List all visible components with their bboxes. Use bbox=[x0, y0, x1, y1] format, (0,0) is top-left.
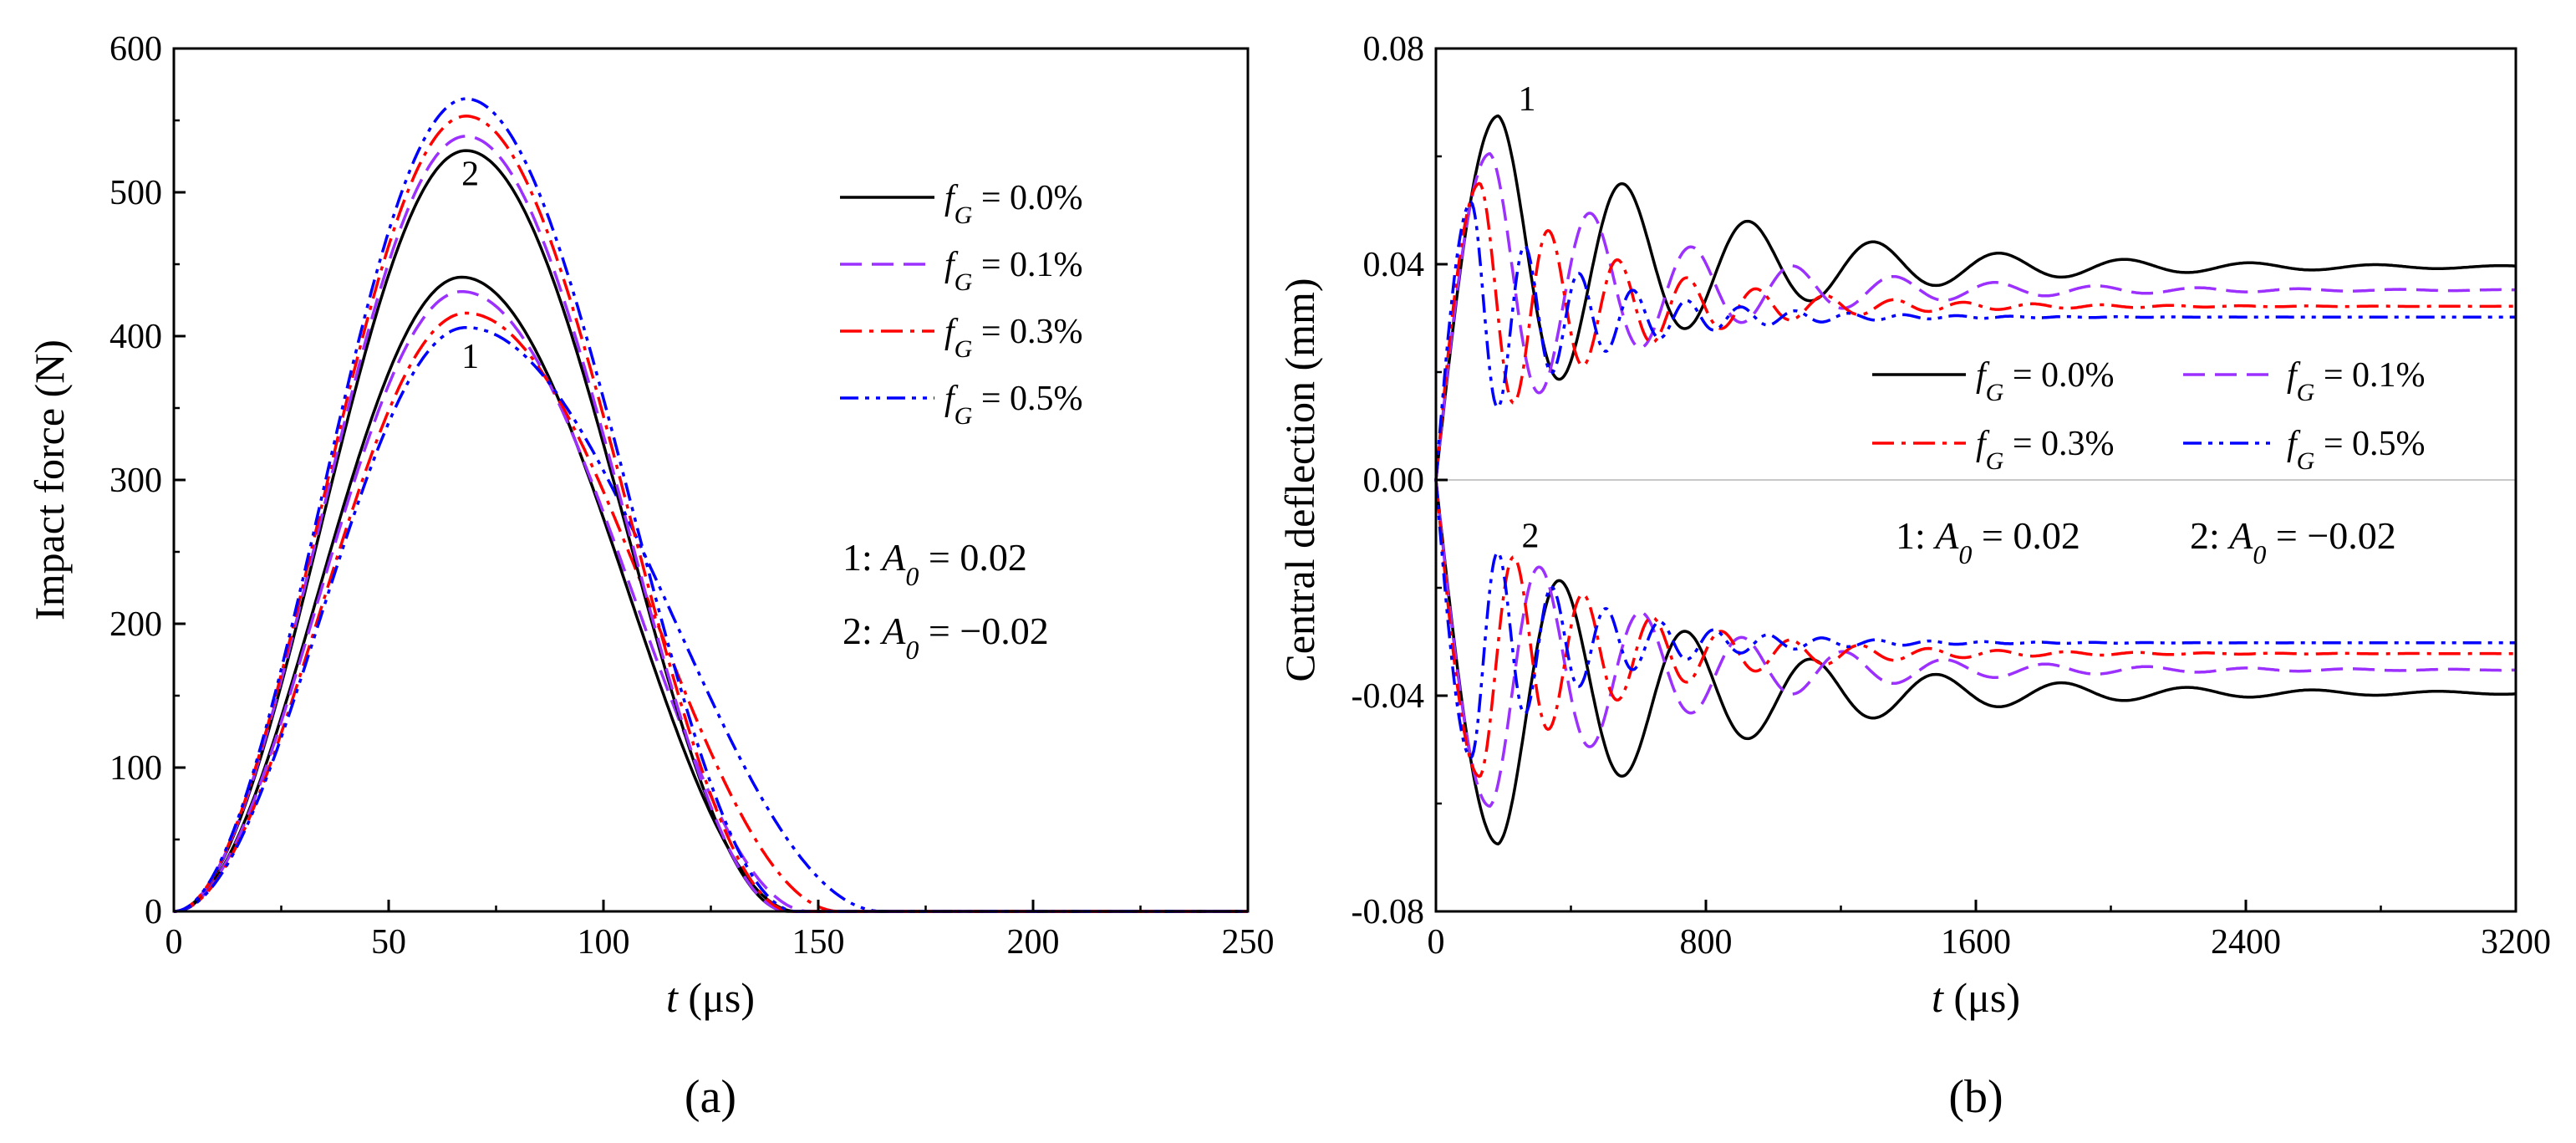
deflection-curve bbox=[1434, 151, 2516, 481]
deflection-curve bbox=[1434, 479, 2516, 760]
deflection-curve bbox=[1434, 181, 2516, 481]
panel-a-annotation-2: 2: A0 = −0.02 bbox=[843, 610, 1049, 665]
panel-a-y-axis-title: Impact force (N) bbox=[26, 339, 73, 620]
curve-label: 1 bbox=[1519, 80, 1536, 119]
y-tick-label: -0.08 bbox=[1352, 893, 1425, 931]
y-tick-label: 600 bbox=[109, 30, 162, 69]
panel-a-x-axis-title: t (μs) bbox=[666, 974, 755, 1021]
panel-a-annotation-1: 1: A0 = 0.02 bbox=[843, 536, 1027, 591]
legend-label: fG = 0.1% bbox=[2287, 356, 2426, 406]
x-tick-label: 800 bbox=[1680, 923, 1733, 962]
y-tick-label: 0 bbox=[145, 893, 162, 931]
curve-label: 2 bbox=[461, 155, 479, 193]
panel-b-legend: fG = 0.0% fG = 0.1% fG = 0.3% fG = 0.5% bbox=[1872, 356, 2426, 475]
y-tick-label: 200 bbox=[109, 605, 162, 644]
y-tick-label: -0.04 bbox=[1352, 677, 1425, 716]
panel-b-legend-item: fG = 0.1% bbox=[2183, 356, 2426, 406]
panel-b-y-axis-title: Central deflection (mm) bbox=[1276, 278, 1323, 681]
x-tick-label: 50 bbox=[371, 923, 406, 962]
curve-label: 1 bbox=[461, 338, 479, 376]
legend-label: fG = 0.5% bbox=[2287, 425, 2426, 475]
panel-a-legend-item: fG = 0.1% bbox=[840, 246, 1083, 296]
panel-b-legend-item: fG = 0.0% bbox=[1872, 356, 2115, 406]
y-tick-label: 0.08 bbox=[1363, 30, 1425, 69]
panel-a-ticks: 0 50 100 150 200 250 0 100 200 300 400 500 600 bbox=[109, 30, 1275, 962]
panel-b-annotation-2: 2: A0 = −0.02 bbox=[2190, 514, 2396, 569]
x-tick-label: 100 bbox=[578, 923, 630, 962]
y-tick-label: 0.04 bbox=[1363, 246, 1425, 284]
curve-label: 2 bbox=[1522, 518, 1540, 556]
legend-label: fG = 0.5% bbox=[944, 380, 1083, 430]
panel-b-label: (b) bbox=[1948, 1071, 2003, 1123]
panel-b-curves: 12 bbox=[1434, 80, 2516, 846]
x-tick-label: 150 bbox=[792, 923, 845, 962]
panel-b-legend-item: fG = 0.5% bbox=[2183, 425, 2426, 475]
panel-a-label: (a) bbox=[685, 1071, 736, 1123]
x-tick-label: 2400 bbox=[2211, 923, 2281, 962]
panel-b-annotation-1: 1: A0 = 0.02 bbox=[1896, 514, 2080, 569]
deflection-curve bbox=[1434, 479, 2516, 809]
legend-label: fG = 0.1% bbox=[944, 246, 1083, 296]
deflection-curve bbox=[1434, 114, 2516, 481]
x-tick-label: 0 bbox=[165, 923, 183, 962]
x-tick-label: 3200 bbox=[2481, 923, 2551, 962]
x-tick-label: 250 bbox=[1222, 923, 1275, 962]
legend-label: fG = 0.0% bbox=[1976, 356, 2115, 406]
y-tick-label: 500 bbox=[109, 174, 162, 212]
x-tick-label: 0 bbox=[1428, 923, 1445, 962]
deflection-curve bbox=[1434, 200, 2516, 481]
y-tick-label: 0.00 bbox=[1363, 462, 1425, 500]
y-tick-label: 100 bbox=[109, 749, 162, 788]
x-tick-label: 1600 bbox=[1941, 923, 2011, 962]
panel-a-chart: 1 2 0 50 100 150 200 250 0 100 200 300 400 500 600 Im… bbox=[26, 30, 1275, 1123]
panel-b-x-axis-title: t (μs) bbox=[1932, 974, 2020, 1021]
panel-a-legend-item: fG = 0.5% bbox=[840, 380, 1083, 430]
x-tick-label: 200 bbox=[1007, 923, 1060, 962]
panel-b-chart: 12 0 800 1600 2400 3200-0.08-0.040.000.040.0… bbox=[1276, 30, 2551, 1123]
y-tick-label: 400 bbox=[109, 318, 162, 356]
deflection-curve bbox=[1434, 479, 2516, 778]
y-tick-label: 300 bbox=[109, 462, 162, 500]
panel-b-ticks: 0 800 1600 2400 3200 -0.08 -0.04 0.00 0.04 0.08 bbox=[1352, 30, 2552, 962]
deflection-curve bbox=[1434, 479, 2516, 846]
